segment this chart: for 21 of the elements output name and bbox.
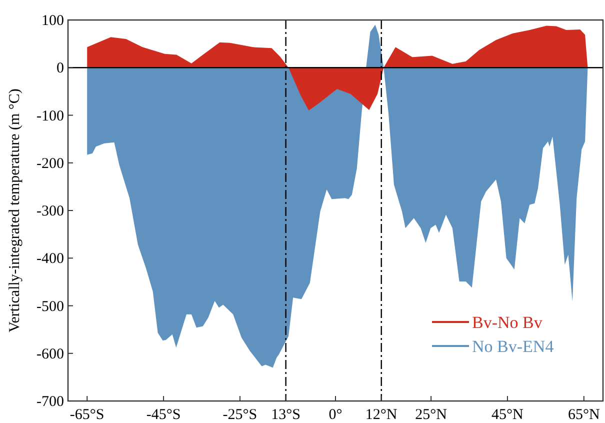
x-tick-label: 0° [328,407,342,423]
legend-label: Bv-No Bv [472,313,543,332]
y-axis-title: Vertically-integrated temperature (m °C) [7,88,23,332]
legend-label: No Bv-EN4 [472,337,554,356]
y-tick-label: 0 [56,60,64,77]
x-tick-label: 45°N [492,407,524,423]
y-tick-label: -700 [36,394,64,410]
y-tick-label: -600 [36,346,64,362]
y-tick-label: -300 [36,204,64,220]
x-tick-label: 13°S [271,407,300,423]
x-tick-label: 12°N [365,407,398,423]
y-tick-label: 100 [42,13,64,29]
x-tick-label: -25°S [222,407,258,423]
x-tick-label: 25°N [415,407,448,423]
x-tick-label: -65°S [70,407,104,423]
y-tick-label: -400 [36,251,64,268]
x-tick-label: 65°N [568,407,600,423]
x-tick-label: -45°S [146,407,181,423]
y-tick-label: -200 [36,156,64,172]
y-tick-label: -500 [36,298,64,315]
y-tick-label: -100 [36,108,64,124]
